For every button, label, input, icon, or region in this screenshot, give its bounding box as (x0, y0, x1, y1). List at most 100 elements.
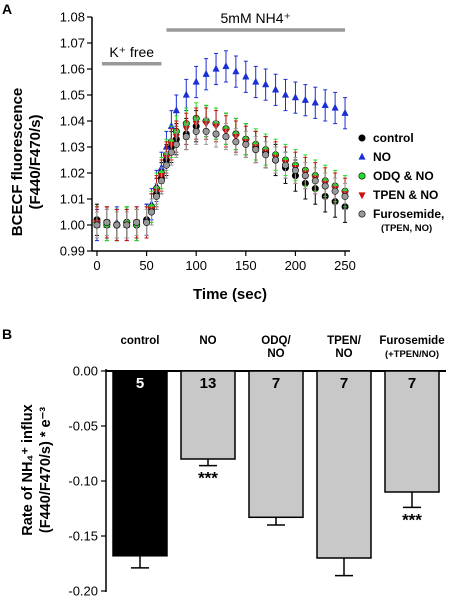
panel-a-y-tick-label: 1.08 (60, 10, 85, 25)
bar (112, 370, 168, 557)
data-point (281, 161, 289, 169)
data-point (103, 218, 111, 226)
data-point (167, 148, 175, 156)
bar (384, 370, 440, 493)
panel-b-category-label: (+TPEN/NO) (385, 349, 439, 360)
data-point (242, 72, 250, 80)
panel-b-category-label: Furosemide (379, 335, 444, 347)
data-point (123, 221, 131, 229)
panel-a-x-tick-label: 250 (334, 258, 356, 273)
panel-b-category-label: TPEN/ (327, 335, 362, 347)
data-point (93, 221, 101, 229)
panel-a-series-1 (93, 50, 349, 242)
data-point (331, 187, 339, 195)
panel-a-y-axis-label: BCECF fluorescence (F440/F470/s) (9, 88, 44, 236)
panel-b-y-axis-label-line1: Rate of NH₄⁺ influx (20, 404, 36, 535)
panel-a-series-4 (93, 117, 349, 239)
panel-b-y-axis-label: Rate of NH₄⁺ influx (F440/F470/s) * e⁻³ (20, 404, 54, 535)
panel-a-y-tick-label: 1.07 (60, 36, 85, 51)
data-point (192, 77, 200, 85)
panel-a-y-tick-label: 1.00 (60, 218, 85, 233)
panel-a-y-axis-label-line1: BCECF fluorescence (9, 88, 26, 236)
panel-a-chart: 0.99 1.00 1.01 1.02 1.03 1.04 1.05 1.06 1.07 1.08… (9, 10, 444, 304)
data-point (301, 95, 309, 103)
panel-b-bars: 5 13 *** 7 7 7 *** (112, 370, 440, 577)
data-point (113, 221, 121, 229)
data-point (133, 218, 141, 226)
legend-marker (358, 192, 366, 200)
panel-label-b: B (2, 326, 12, 342)
data-point (252, 77, 260, 85)
bar-n-label: 7 (340, 375, 348, 392)
data-point (182, 90, 190, 98)
data-point (301, 172, 309, 180)
data-point (232, 67, 240, 75)
legend-label: control (373, 131, 414, 145)
legend-marker (358, 152, 366, 160)
legend-label: Furosemide, (373, 207, 444, 221)
panel-a-y-axis-label-line2: (F440/F470/s) (27, 114, 44, 209)
panel-b-y-axis-label-line2: (F440/F470/s) * e⁻³ (38, 407, 54, 533)
panel-a-legend: control NO ODQ & NO TPEN & NO Furosemide, (TP… (358, 131, 444, 234)
panel-b-category-label: control (121, 335, 160, 347)
bar-n-label: 5 (136, 375, 144, 392)
panel-b-y-tick-label: -0.15 (68, 529, 98, 544)
data-point (202, 127, 210, 135)
data-point (331, 103, 339, 111)
data-point (212, 130, 220, 138)
legend-label: NO (373, 150, 391, 164)
panel-b-category-label: NO (199, 335, 216, 347)
data-point (212, 64, 220, 72)
panel-b-y-tick-label: -0.05 (68, 419, 98, 434)
panel-a-series-2 (93, 102, 349, 242)
panel-a-y-tick-label: 1.06 (60, 62, 85, 77)
panel-a-y-tick-label: 0.99 (60, 244, 85, 259)
legend-label: TPEN & NO (373, 188, 438, 202)
panel-b-y-tick-label: -0.10 (68, 474, 98, 489)
panel-a-annotation-label: K⁺ free (109, 44, 154, 60)
data-point (172, 106, 180, 114)
bar (316, 370, 372, 559)
legend-marker (358, 210, 366, 218)
data-point (242, 140, 250, 148)
data-point (153, 192, 161, 200)
panel-a-y-tick-label: 1.02 (60, 166, 85, 181)
panel-b-category-label: ODQ/ (261, 335, 291, 347)
data-point (202, 69, 210, 77)
panel-a-x-tick-label: 0 (93, 258, 100, 273)
legend-sublabel: (TPEN, NO) (381, 223, 432, 234)
data-point (262, 80, 270, 88)
bar-significance-label: *** (402, 510, 422, 529)
data-point (272, 156, 280, 164)
data-point (311, 98, 319, 106)
data-point (311, 177, 319, 185)
panel-b-chart: 0.00-0.05-0.10-0.15-0.20 control NO ODQ/NO… (20, 335, 446, 599)
panel-b-category-labels: control NO ODQ/NOTPEN/NOFurosemide(+TPEN/N… (121, 335, 445, 360)
panel-a-x-tick-label: 50 (139, 258, 153, 273)
panel-a-axes: 0.99 1.00 1.01 1.02 1.03 1.04 1.05 1.06 1.07 1.08… (60, 10, 356, 274)
data-point (143, 218, 151, 226)
data-point (252, 146, 260, 154)
panel-b-category-label: NO (267, 348, 284, 360)
panel-a-y-tick-label: 1.03 (60, 140, 85, 155)
bar-significance-label: *** (198, 469, 218, 488)
data-point (192, 127, 200, 135)
data-point (172, 140, 180, 148)
data-point (148, 208, 156, 216)
panel-a-y-tick-label: 1.05 (60, 88, 85, 103)
panel-label-a: A (2, 1, 12, 17)
panel-a-series (93, 50, 349, 242)
bar-n-label: 13 (200, 375, 217, 392)
legend-marker (358, 172, 366, 180)
legend-label: ODQ & NO (373, 169, 434, 183)
panel-a-y-tick-label: 1.01 (60, 192, 85, 207)
bar-n-label: 7 (408, 375, 416, 392)
data-point (222, 62, 230, 70)
legend-marker (358, 134, 366, 142)
data-point (162, 161, 170, 169)
data-point (157, 177, 165, 185)
panel-a-x-tick-label: 100 (185, 258, 207, 273)
panel-a-x-tick-label: 150 (235, 258, 257, 273)
panel-b-y-tick-label: -0.20 (68, 584, 98, 599)
